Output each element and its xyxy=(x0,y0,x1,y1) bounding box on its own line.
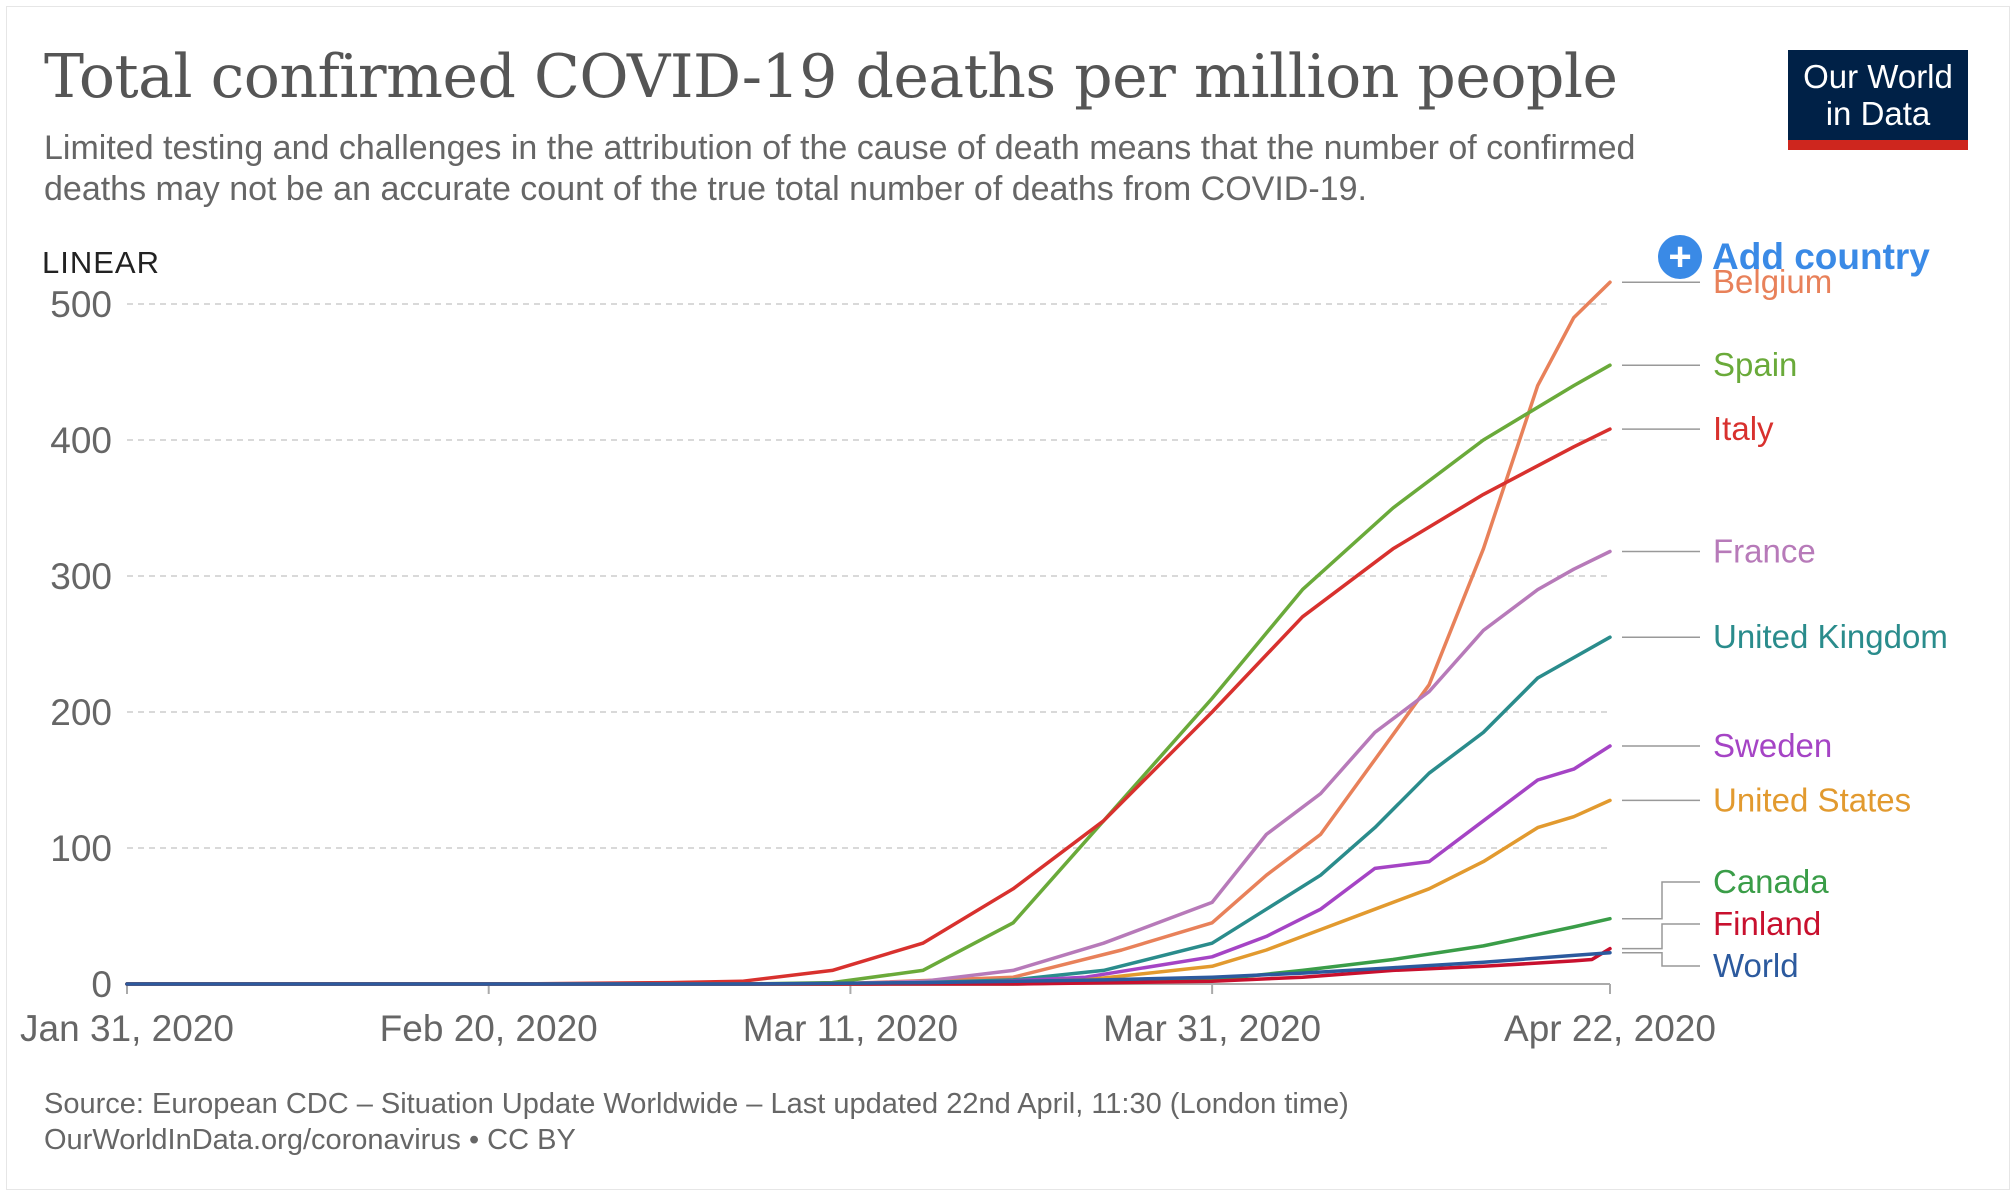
series-label-canada[interactable]: Canada xyxy=(1713,863,1829,900)
series-label-sweden[interactable]: Sweden xyxy=(1713,727,1832,764)
y-tick-label: 300 xyxy=(50,556,112,597)
y-tick-label: 0 xyxy=(91,964,112,1005)
series-label-united-states[interactable]: United States xyxy=(1713,781,1911,818)
license-note: OurWorldInData.org/coronavirus • CC BY xyxy=(44,1124,576,1156)
x-tick-label: Feb 20, 2020 xyxy=(380,1008,598,1049)
logo-line-1: Our World xyxy=(1803,58,1953,95)
series-label-belgium[interactable]: Belgium xyxy=(1713,263,1832,300)
logo-accent-bar xyxy=(1788,140,1968,150)
series-line-united-states[interactable] xyxy=(125,798,1612,986)
series-line-finland[interactable] xyxy=(125,946,1612,986)
logo-line-2: in Data xyxy=(1825,95,1931,132)
series-label-united-kingdom[interactable]: United Kingdom xyxy=(1713,618,1948,655)
x-tick-label: Mar 11, 2020 xyxy=(743,1008,958,1049)
series-line-france[interactable] xyxy=(125,549,1612,986)
series-line-spain[interactable] xyxy=(125,363,1612,986)
series-label-spain[interactable]: Spain xyxy=(1713,346,1797,383)
chart-subtitle: Limited testing and challenges in the at… xyxy=(44,129,1636,208)
add-country-label: Add country xyxy=(1712,236,1930,278)
series-label-finland[interactable]: Finland xyxy=(1713,905,1821,942)
chart-frame xyxy=(6,6,2010,1190)
x-tick-label: Apr 22, 2020 xyxy=(1504,1008,1716,1049)
y-tick-label: 100 xyxy=(50,828,112,869)
line-chart: 0 100 200 300 400 500 Jan 31, 2020 Feb 20, 2020… xyxy=(20,263,1948,1049)
owid-logo[interactable]: Our World in Data xyxy=(1788,50,1968,150)
x-tick-label: Mar 31, 2020 xyxy=(1103,1008,1321,1049)
chart-footer: Source: European CDC – Situation Update … xyxy=(44,1086,1349,1158)
label-leader-world xyxy=(1622,951,1700,967)
series-line-canada[interactable] xyxy=(125,916,1612,986)
y-tick-label: 500 xyxy=(50,284,112,325)
series-line-sweden[interactable] xyxy=(125,744,1612,986)
series-line-world[interactable] xyxy=(125,950,1612,986)
plus-icon: + xyxy=(1658,235,1702,280)
label-leader-canada xyxy=(1622,881,1700,920)
series-line-belgium[interactable] xyxy=(125,280,1612,986)
y-tick-label: 400 xyxy=(50,420,112,461)
chart-title: Total confirmed COVID-19 deaths per mill… xyxy=(44,42,1618,112)
y-tick-label: 200 xyxy=(50,692,112,733)
label-leader-finland xyxy=(1622,923,1700,950)
series-label-france[interactable]: France xyxy=(1713,533,1816,570)
series-label-world[interactable]: World xyxy=(1713,947,1799,984)
series-label-italy[interactable]: Italy xyxy=(1713,410,1774,447)
add-country-button[interactable]: + Add country xyxy=(1658,234,1930,280)
scale-toggle[interactable]: LINEAR xyxy=(42,245,160,280)
source-note: Source: European CDC – Situation Update … xyxy=(44,1088,1349,1120)
series-line-united-kingdom[interactable] xyxy=(125,635,1612,986)
x-tick-label: Jan 31, 2020 xyxy=(20,1008,234,1049)
